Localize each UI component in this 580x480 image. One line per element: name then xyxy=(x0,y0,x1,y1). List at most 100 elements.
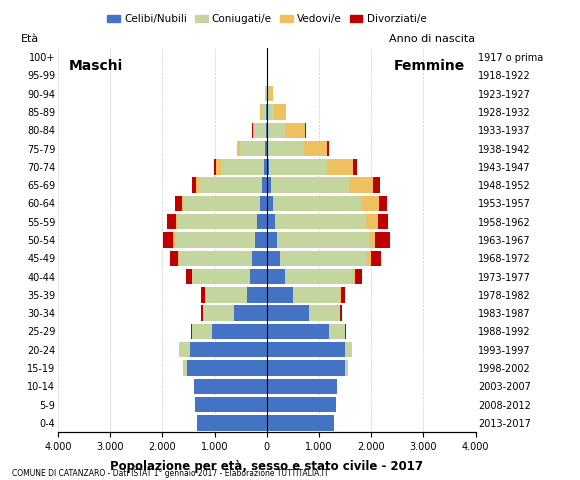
Bar xyxy=(274,104,285,120)
Bar xyxy=(178,214,258,229)
Bar xyxy=(361,196,379,211)
Bar xyxy=(280,251,367,266)
Bar xyxy=(345,342,352,358)
Bar xyxy=(184,196,260,211)
Bar xyxy=(268,122,285,138)
Bar xyxy=(240,141,265,156)
Bar xyxy=(212,324,267,339)
Bar xyxy=(214,159,216,175)
Bar xyxy=(267,214,274,229)
Bar xyxy=(285,122,306,138)
Bar xyxy=(267,251,280,266)
Bar xyxy=(267,178,271,193)
Bar xyxy=(191,178,196,193)
Bar xyxy=(192,269,249,284)
Bar xyxy=(201,305,203,321)
Bar xyxy=(170,251,178,266)
Text: Età: Età xyxy=(20,34,39,44)
Bar xyxy=(353,159,357,175)
Bar xyxy=(269,86,273,101)
Bar xyxy=(271,178,349,193)
Bar xyxy=(269,159,327,175)
Bar xyxy=(254,122,266,138)
Bar xyxy=(187,360,267,376)
Bar xyxy=(194,379,267,394)
Bar xyxy=(262,178,267,193)
Bar xyxy=(345,324,346,339)
Bar xyxy=(269,141,304,156)
Bar xyxy=(261,104,266,120)
Bar xyxy=(183,360,187,376)
Bar xyxy=(248,287,267,302)
Bar xyxy=(201,287,205,302)
Bar xyxy=(274,214,366,229)
Bar xyxy=(340,305,342,321)
Bar xyxy=(341,287,345,302)
Text: COMUNE DI CATANZARO - Dati ISTAT 1° gennaio 2017 - Elaborazione TUTTITALIA.IT: COMUNE DI CATANZARO - Dati ISTAT 1° genn… xyxy=(12,468,328,478)
Bar xyxy=(267,141,269,156)
Bar xyxy=(253,122,254,138)
Bar xyxy=(265,141,267,156)
Bar xyxy=(267,269,285,284)
Text: Femmine: Femmine xyxy=(394,60,465,73)
Bar xyxy=(349,178,373,193)
Bar xyxy=(273,196,361,211)
Bar xyxy=(260,104,261,120)
Bar xyxy=(267,324,329,339)
Bar xyxy=(255,232,267,248)
Bar xyxy=(267,232,277,248)
Legend: Celibi/Nubili, Coniugati/e, Vedovi/e, Divorziati/e: Celibi/Nubili, Coniugati/e, Vedovi/e, Di… xyxy=(103,10,430,28)
Bar xyxy=(373,178,379,193)
Bar xyxy=(178,251,179,266)
Bar xyxy=(182,196,184,211)
Bar xyxy=(340,287,341,302)
Bar xyxy=(206,287,248,302)
Bar xyxy=(237,141,240,156)
Bar xyxy=(375,232,390,248)
Bar xyxy=(267,360,345,376)
Text: Maschi: Maschi xyxy=(68,60,123,73)
Bar xyxy=(221,159,264,175)
Bar xyxy=(175,196,182,211)
Bar xyxy=(267,305,309,321)
Bar xyxy=(353,269,355,284)
Bar xyxy=(267,159,269,175)
Bar xyxy=(267,379,337,394)
X-axis label: Popolazione per età, sesso e stato civile - 2017: Popolazione per età, sesso e stato civil… xyxy=(110,460,423,473)
Bar xyxy=(368,232,375,248)
Bar xyxy=(163,232,173,248)
Bar xyxy=(179,251,252,266)
Bar xyxy=(327,141,329,156)
Bar xyxy=(371,251,381,266)
Bar xyxy=(265,86,267,101)
Bar xyxy=(249,269,267,284)
Bar xyxy=(192,324,212,339)
Bar xyxy=(378,214,388,229)
Bar xyxy=(304,141,327,156)
Bar xyxy=(234,305,267,321)
Bar xyxy=(200,178,262,193)
Bar xyxy=(195,397,267,412)
Bar xyxy=(264,159,267,175)
Bar xyxy=(345,360,347,376)
Bar xyxy=(179,342,190,358)
Bar xyxy=(285,269,353,284)
Bar xyxy=(266,122,267,138)
Bar xyxy=(167,214,176,229)
Bar xyxy=(175,232,255,248)
Bar xyxy=(327,159,353,175)
Bar xyxy=(277,232,368,248)
Bar xyxy=(267,122,268,138)
Bar xyxy=(267,104,274,120)
Bar xyxy=(196,178,200,193)
Bar xyxy=(309,305,340,321)
Bar xyxy=(293,287,340,302)
Bar xyxy=(197,415,267,431)
Bar xyxy=(173,232,175,248)
Bar xyxy=(379,196,387,211)
Bar xyxy=(366,214,378,229)
Bar xyxy=(176,214,178,229)
Bar xyxy=(267,397,336,412)
Bar xyxy=(267,342,345,358)
Bar xyxy=(258,214,267,229)
